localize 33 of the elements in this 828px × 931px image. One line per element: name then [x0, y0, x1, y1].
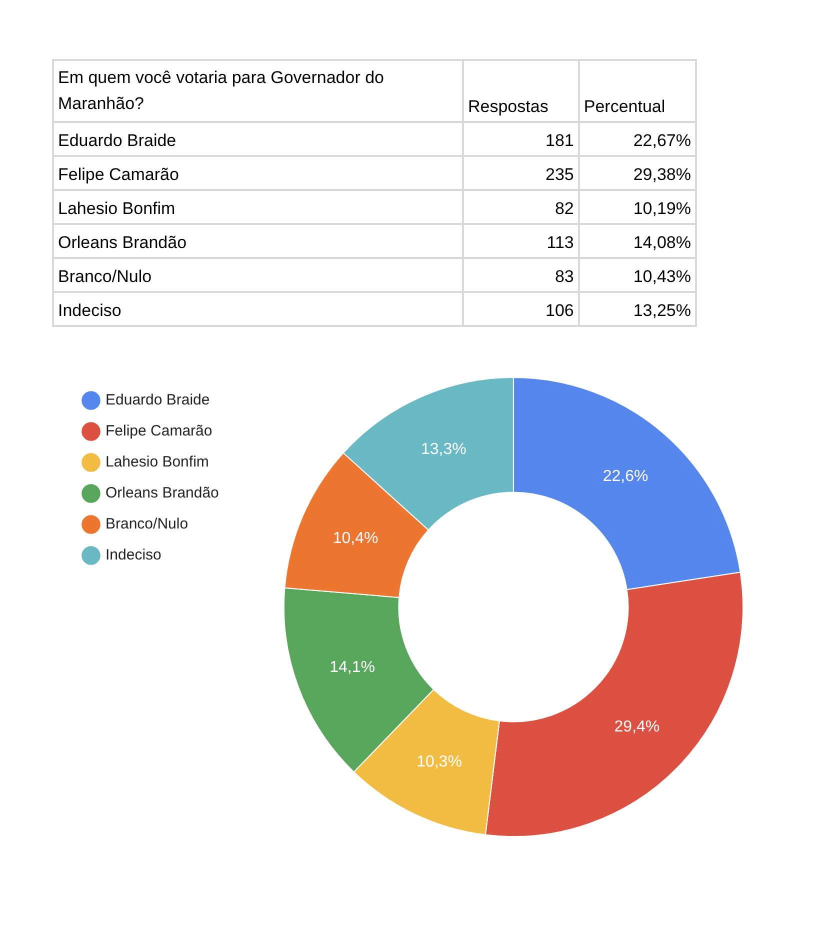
category-label: Felipe Camarão	[53, 156, 463, 190]
text: Em quem você votaria para Governador do Maranhão?	[53, 60, 463, 122]
category-label: Lahesio Bonfim	[53, 190, 463, 224]
legend-label: Eduardo Braide	[106, 392, 210, 409]
text: Respostas	[463, 60, 579, 122]
legend-label: Lahesio Bonfim	[106, 454, 209, 471]
category-label: Indeciso	[53, 292, 463, 326]
legend-label: Felipe Camarão	[106, 422, 212, 440]
legend-label: Indeciso	[106, 546, 162, 564]
legend-label: Orleans Brandão	[106, 484, 219, 502]
data-label: 10,19%	[578, 190, 696, 224]
data-label: 10,43%	[578, 258, 696, 292]
data-label: 29,38%	[578, 156, 696, 190]
data-label: 113	[463, 224, 579, 258]
data-label: 13,25%	[578, 292, 696, 326]
category-label: Branco/Nulo	[53, 258, 463, 292]
data-label: 22,6%	[602, 468, 648, 485]
data-label: 10,4%	[332, 530, 378, 547]
data-label: 13,3%	[420, 441, 466, 458]
data-label: 181	[463, 122, 579, 156]
legend-label: Branco/Nulo	[106, 516, 188, 533]
data-label: 106	[463, 292, 579, 326]
data-label: 22,67%	[578, 122, 696, 156]
data-label: 83	[463, 258, 579, 292]
data-label: 29,4%	[614, 718, 660, 736]
data-label: 14,1%	[330, 658, 376, 676]
data-label: 14,08%	[578, 224, 696, 258]
text: Percentual	[578, 60, 696, 122]
data-label: 235	[463, 156, 579, 190]
category-label: Orleans Brandão	[53, 224, 463, 258]
data-label: 10,3%	[416, 754, 462, 771]
category-label: Eduardo Braide	[53, 122, 463, 156]
data-label: 82	[463, 190, 579, 224]
